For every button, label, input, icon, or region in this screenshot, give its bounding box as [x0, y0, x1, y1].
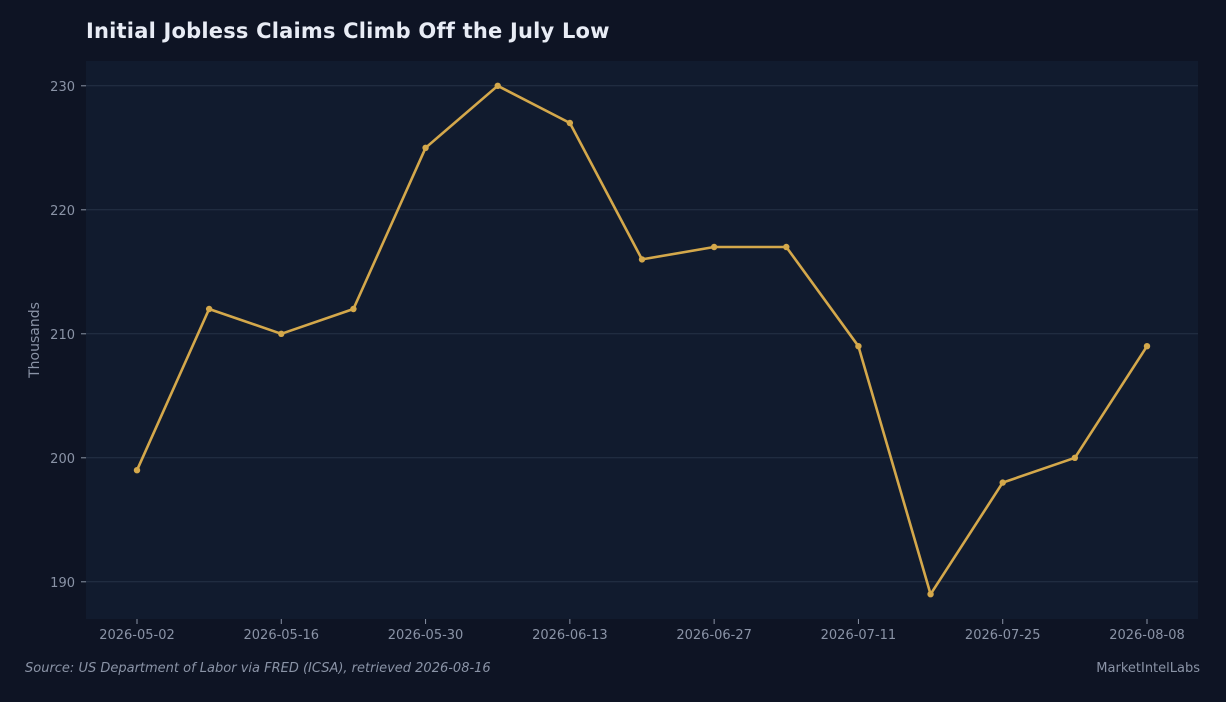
data-point: [205, 305, 213, 313]
brand-label: MarketIntelLabs: [1096, 661, 1200, 676]
series-layer: [133, 82, 1151, 598]
x-tick-label: 2026-05-30: [388, 628, 464, 643]
x-tick-label: 2026-06-27: [676, 628, 752, 643]
data-point: [278, 330, 285, 337]
x-tick-label: 2026-05-16: [244, 628, 320, 643]
chart-title: Initial Jobless Claims Climb Off the Jul…: [86, 19, 610, 43]
data-point: [638, 256, 646, 263]
x-tick-label: 2026-07-11: [821, 628, 897, 643]
x-axis-ticks: 2026-05-02 2026-05-16 2026-05-30 2026-06-13…: [99, 619, 1185, 643]
x-tick-label: 2026-07-25: [965, 628, 1041, 643]
y-tick-label: 200: [50, 452, 75, 467]
data-point: [855, 343, 862, 350]
source-note: Source: US Department of Labor via FRED …: [25, 661, 491, 676]
x-tick-label: 2026-06-13: [532, 628, 608, 643]
data-point: [927, 591, 934, 598]
data-point: [710, 243, 718, 251]
y-tick-label: 230: [50, 80, 75, 95]
plot-area: [86, 61, 1198, 619]
y-axis-label: Thousands: [27, 302, 43, 379]
data-point: [494, 82, 501, 90]
data-point: [999, 479, 1006, 486]
data-point: [350, 305, 357, 313]
y-axis-ticks: 190 200 210 220 230: [50, 80, 86, 591]
y-tick-label: 220: [50, 204, 75, 219]
data-point: [422, 144, 429, 151]
data-point: [1143, 343, 1151, 350]
y-tick-label: 190: [50, 576, 75, 591]
gridlines: [86, 85, 1198, 583]
x-tick-label: 2026-05-02: [99, 628, 175, 643]
y-tick-label: 210: [50, 328, 75, 343]
data-point: [783, 243, 790, 251]
data-point: [1071, 454, 1079, 461]
data-point: [133, 467, 141, 474]
data-point: [566, 119, 574, 127]
x-tick-label: 2026-08-08: [1109, 628, 1185, 643]
